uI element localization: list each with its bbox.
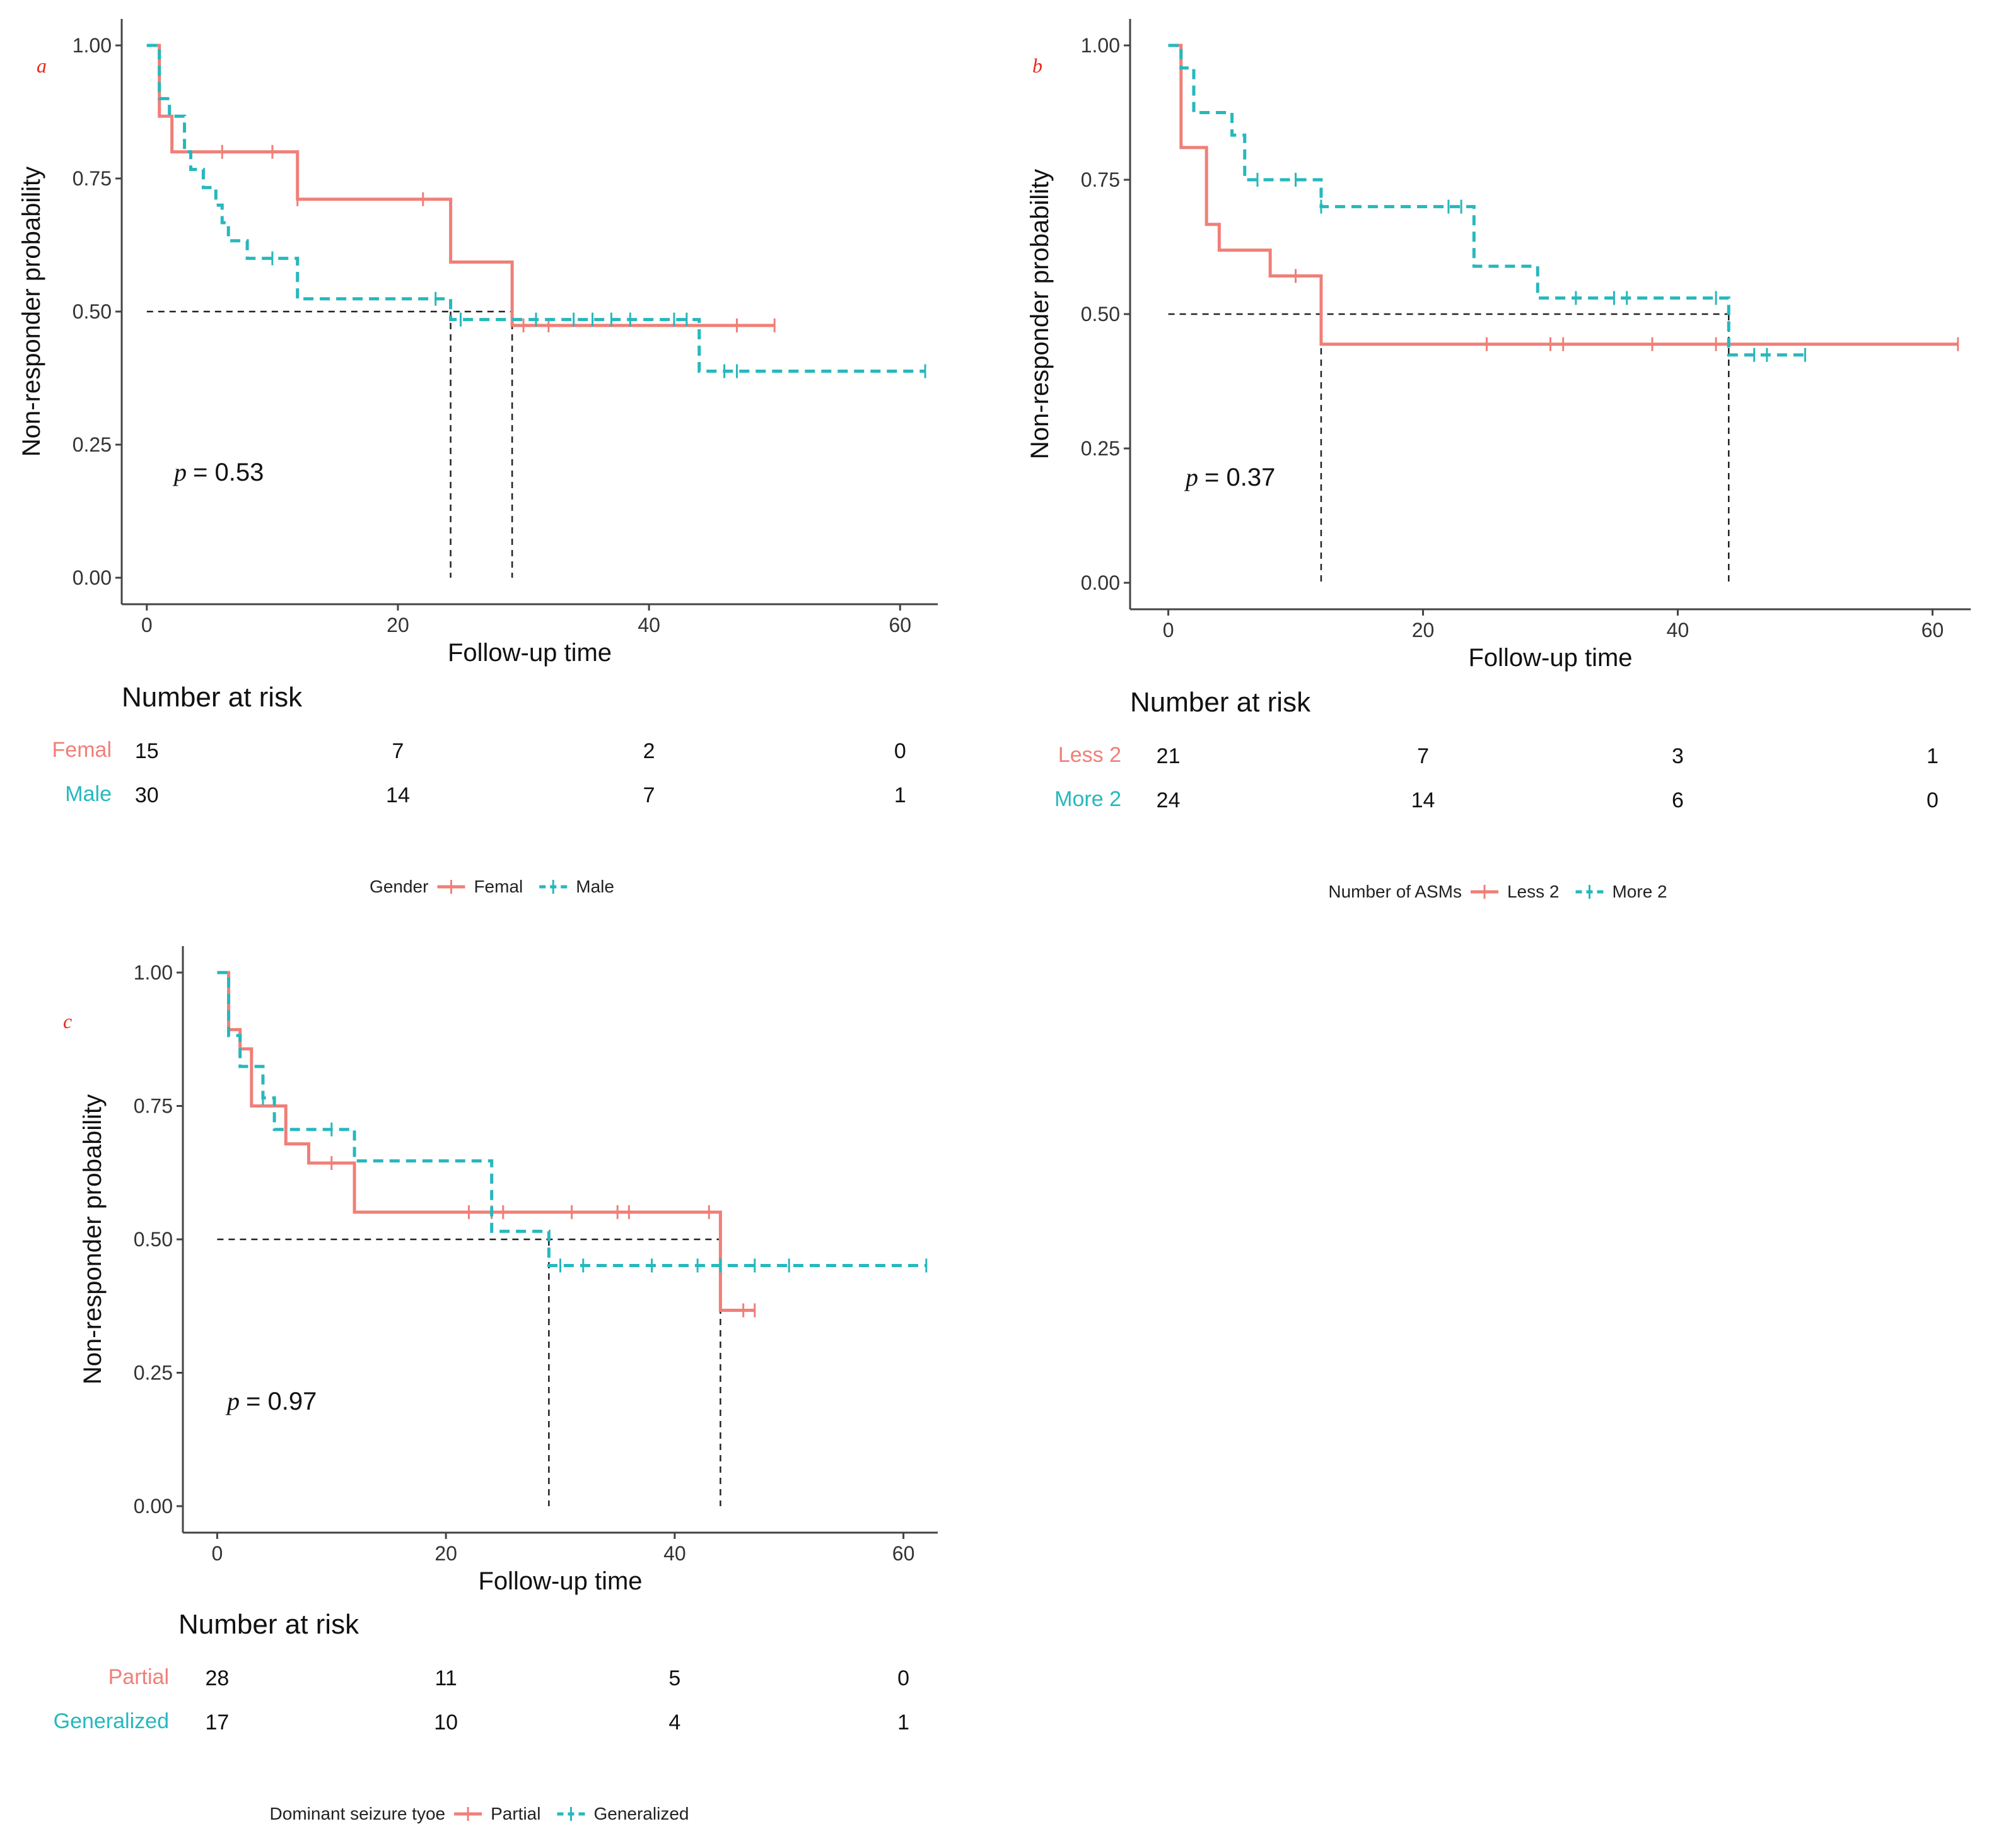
panel-label: c (63, 1010, 72, 1032)
legend-label: Male (576, 877, 614, 896)
risk-count: 7 (392, 739, 404, 763)
risk-count: 30 (135, 783, 159, 807)
risk-group-label: Generalized (54, 1709, 169, 1733)
survival-curve-more-2 (1168, 44, 1805, 357)
y-tick-label: 0.25 (1081, 437, 1120, 460)
risk-count: 6 (1672, 788, 1684, 812)
x-tick-label: 20 (387, 614, 409, 636)
y-tick-label: 0.75 (73, 167, 112, 190)
survival-curve-partial (217, 971, 755, 1313)
p-value-label: p = 0.53 (172, 458, 264, 486)
legend-label: Generalized (593, 1804, 689, 1823)
x-tick-label: 0 (212, 1542, 223, 1565)
x-tick-label: 20 (435, 1542, 457, 1565)
x-tick-label: 40 (663, 1542, 686, 1565)
risk-table-title: Number at risk (178, 1609, 359, 1640)
risk-count: 1 (897, 1711, 909, 1734)
risk-table-title: Number at risk (1130, 687, 1311, 718)
legend-title: Gender (370, 877, 428, 896)
risk-table-title: Number at risk (122, 682, 303, 713)
y-tick-label: 0.00 (134, 1495, 173, 1518)
risk-count: 0 (1927, 788, 1939, 812)
risk-group-label: Femal (52, 738, 112, 762)
risk-count: 24 (1157, 788, 1181, 812)
x-tick-label: 0 (141, 614, 153, 636)
y-tick-label: 0.75 (1081, 168, 1120, 191)
x-axis-title: Follow-up time (448, 639, 612, 667)
y-tick-label: 1.00 (134, 961, 173, 984)
legend: Number of ASMs Less 2 More 2 (1328, 882, 1667, 901)
legend-label: Less 2 (1507, 882, 1560, 901)
risk-count: 4 (668, 1711, 680, 1734)
risk-count: 3 (1672, 744, 1684, 768)
y-tick-label: 0.00 (1081, 571, 1120, 594)
legend-title: Dominant seizure tyoe (270, 1804, 446, 1823)
risk-count: 15 (135, 739, 159, 763)
x-axis-title: Follow-up time (478, 1567, 642, 1595)
x-tick-label: 60 (889, 614, 911, 636)
risk-count: 1 (1927, 744, 1939, 768)
legend-title: Number of ASMs (1328, 882, 1462, 901)
y-tick-label: 0.25 (134, 1362, 173, 1384)
x-tick-label: 40 (1667, 619, 1689, 641)
risk-count: 7 (1417, 744, 1429, 768)
x-tick-label: 60 (892, 1542, 915, 1565)
y-tick-label: 0.25 (73, 433, 112, 456)
risk-count: 21 (1157, 744, 1181, 768)
x-tick-label: 40 (638, 614, 660, 636)
survival-curve-femal (146, 44, 775, 327)
y-tick-label: 0.00 (73, 566, 112, 589)
risk-group-label: Partial (108, 1665, 169, 1689)
risk-group-label: Less 2 (1058, 743, 1121, 767)
survival-curve-generalized (217, 971, 926, 1267)
risk-count: 10 (434, 1711, 458, 1734)
y-axis-title: Non-responder probability (79, 1094, 107, 1384)
risk-count: 17 (205, 1711, 229, 1734)
p-value-label: p = 0.97 (225, 1387, 317, 1415)
risk-count: 0 (894, 739, 906, 763)
legend-label: Femal (474, 877, 523, 896)
x-tick-label: 60 (1922, 619, 1944, 641)
legend-label: Partial (491, 1804, 540, 1823)
risk-count: 14 (386, 783, 410, 807)
legend: Dominant seizure tyoe Partial Generalized (270, 1804, 689, 1823)
x-tick-label: 0 (1163, 619, 1174, 641)
y-tick-label: 0.50 (1081, 303, 1120, 325)
survival-curve-less-2 (1168, 44, 1958, 346)
risk-count: 14 (1411, 788, 1435, 812)
y-tick-label: 1.00 (73, 34, 112, 57)
x-axis-title: Follow-up time (1468, 644, 1632, 672)
y-tick-label: 0.50 (73, 300, 112, 323)
survival-curve-male (146, 44, 926, 373)
risk-count: 1 (894, 783, 906, 807)
p-value-label: p = 0.37 (1184, 463, 1275, 491)
risk-group-label: Male (65, 782, 112, 806)
risk-count: 2 (643, 739, 655, 763)
y-axis-title: Non-responder probability (1026, 169, 1054, 459)
legend-label: More 2 (1612, 882, 1667, 901)
risk-count: 0 (897, 1666, 909, 1690)
risk-count: 7 (643, 783, 655, 807)
x-tick-label: 20 (1412, 619, 1435, 641)
y-axis-title: Non-responder probability (18, 167, 45, 457)
y-tick-label: 0.50 (134, 1228, 173, 1251)
risk-count: 11 (435, 1666, 457, 1690)
panel-label: a (37, 54, 47, 77)
risk-group-label: More 2 (1054, 787, 1121, 811)
y-tick-label: 1.00 (1081, 34, 1120, 57)
y-tick-label: 0.75 (134, 1095, 173, 1118)
risk-count: 5 (668, 1666, 680, 1690)
risk-count: 28 (205, 1666, 229, 1690)
panel-label: b (1032, 54, 1042, 77)
legend: Gender Femal Male (370, 877, 614, 896)
